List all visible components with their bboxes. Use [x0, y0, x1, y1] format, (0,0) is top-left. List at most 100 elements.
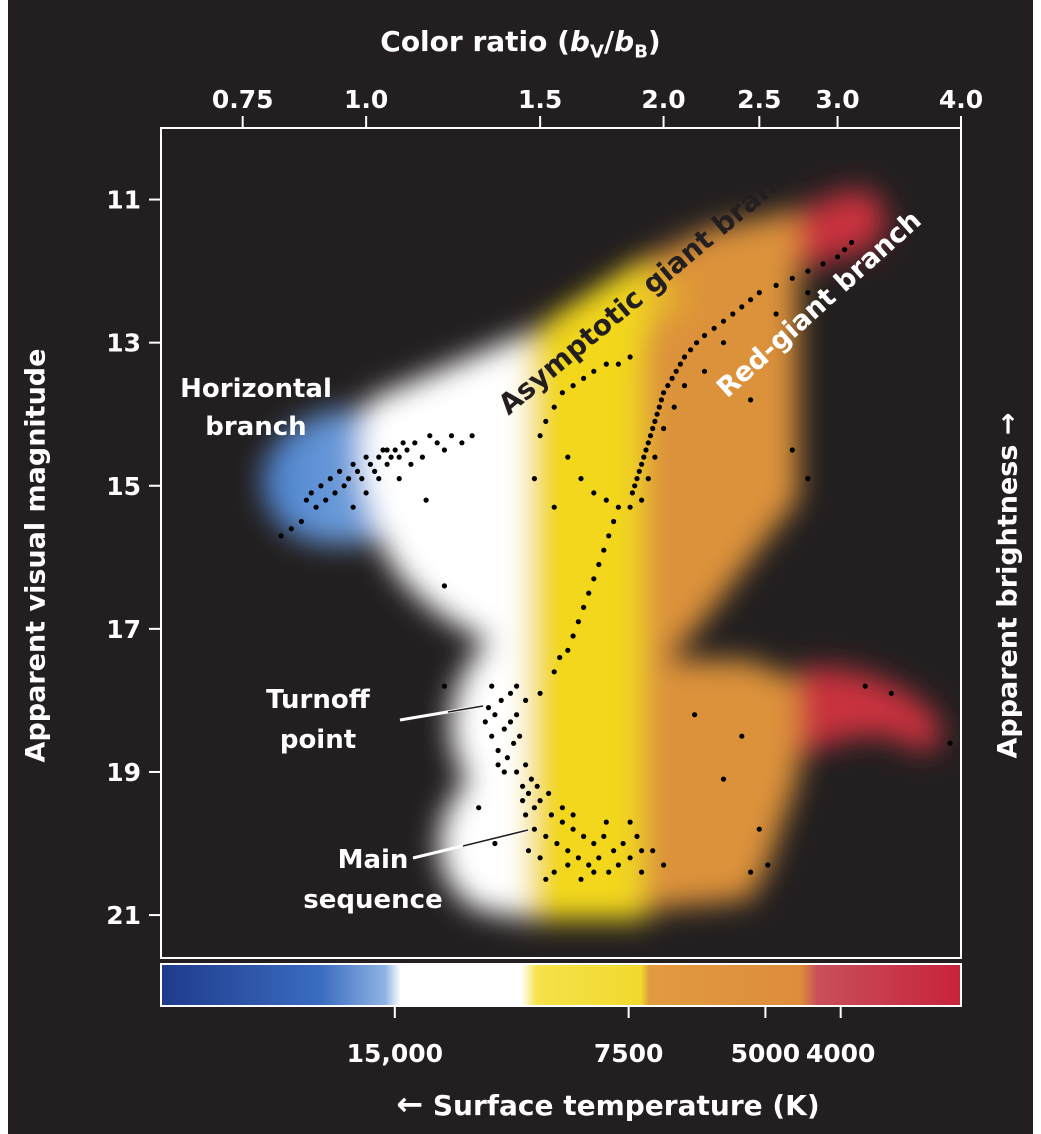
star-dot — [570, 633, 576, 639]
left-axis-ticks: 11 13 15 17 19 21 — [106, 186, 161, 930]
star-dot — [661, 390, 667, 396]
top-tick-label: 1.0 — [344, 85, 388, 114]
star-dot — [495, 762, 501, 768]
star-dot — [551, 404, 557, 410]
bottom-axis-title: ← Surface temperature (K) — [396, 1085, 820, 1123]
bottom-tick-label: 5000 — [731, 1039, 801, 1068]
star-dots — [278, 239, 953, 882]
star-dot — [557, 654, 563, 661]
star-dot — [739, 733, 745, 739]
star-dot — [507, 719, 514, 725]
star-dot — [313, 504, 319, 510]
star-dot — [603, 819, 609, 825]
star-dot — [537, 855, 543, 861]
star-dot — [448, 433, 455, 439]
star-dot — [396, 454, 402, 460]
star-dot — [661, 425, 667, 432]
star-dot — [639, 497, 645, 503]
star-dot — [739, 304, 745, 310]
star-dot — [611, 848, 617, 854]
star-dot — [565, 647, 571, 653]
star-dot — [671, 404, 677, 410]
star-dot — [346, 476, 352, 482]
star-dot — [528, 776, 535, 782]
star-dot — [570, 826, 576, 832]
star-dot — [820, 261, 826, 267]
left-tick-label: 17 — [106, 615, 141, 644]
star-dot — [581, 604, 587, 611]
color-regions — [261, 189, 941, 920]
star-dot — [546, 790, 552, 797]
star-dot — [629, 490, 636, 496]
star-dot — [404, 447, 410, 453]
star-dot — [658, 397, 665, 403]
star-dot — [720, 340, 727, 346]
star-dot — [565, 848, 571, 854]
star-dot — [748, 397, 754, 403]
star-dot — [412, 440, 418, 446]
star-dot — [565, 454, 571, 460]
top-tick-label: 2.0 — [641, 85, 685, 114]
star-dot — [520, 798, 526, 804]
star-dot — [720, 776, 727, 782]
star-dot — [537, 690, 543, 696]
star-dot — [634, 476, 640, 482]
star-dot — [591, 840, 597, 847]
star-dot — [632, 483, 638, 489]
bottom-tick-label: 4000 — [806, 1039, 876, 1068]
horizontal-branch-label: Horizontal branch — [180, 374, 332, 442]
star-dot — [520, 783, 526, 789]
star-dot — [586, 862, 592, 868]
star-dot — [441, 583, 447, 589]
star-dot — [720, 318, 727, 324]
left-tick-label: 15 — [106, 472, 141, 501]
left-tick-label: 19 — [106, 758, 141, 787]
star-dot — [650, 425, 656, 432]
star-dot — [354, 468, 361, 474]
star-dot — [639, 461, 645, 467]
star-dot — [643, 447, 649, 453]
top-axis-title: Color ratio (bV/bB) — [380, 25, 661, 63]
star-dot — [543, 418, 549, 424]
right-axis-label: Apparent brightness → — [992, 412, 1024, 759]
star-dot — [575, 619, 582, 625]
star-dot — [551, 869, 557, 875]
star-dot — [554, 840, 560, 847]
star-dot — [363, 454, 369, 460]
star-dot — [492, 712, 498, 718]
star-dot — [669, 375, 675, 381]
star-dot — [372, 468, 378, 474]
star-dot — [591, 490, 597, 496]
star-dot — [419, 454, 425, 460]
orange-region — [643, 210, 798, 910]
star-dot — [947, 740, 953, 746]
star-dot — [849, 239, 855, 246]
star-dot — [514, 769, 520, 775]
star-dot — [578, 476, 584, 482]
asymptotic-branch-overlay — [548, 260, 688, 360]
star-dot — [627, 504, 633, 510]
star-dot — [701, 332, 708, 339]
star-dot — [789, 275, 795, 281]
star-dot — [537, 433, 543, 439]
star-dot — [615, 862, 622, 868]
star-dot — [441, 447, 447, 453]
star-dot — [591, 869, 597, 875]
star-dot — [507, 690, 514, 696]
star-dot — [525, 848, 532, 854]
star-dot — [627, 855, 633, 861]
star-dot — [694, 340, 700, 346]
star-dot — [534, 783, 540, 789]
star-dot — [773, 282, 779, 288]
star-dot — [396, 476, 402, 482]
star-dot — [578, 876, 584, 882]
star-dot — [730, 311, 736, 317]
star-dot — [559, 805, 566, 811]
star-dot — [303, 497, 309, 503]
star-dot — [603, 361, 609, 367]
star-dot — [559, 819, 566, 825]
star-dot — [495, 747, 501, 754]
star-dot — [641, 454, 647, 460]
star-dot — [308, 490, 314, 496]
star-dot — [656, 404, 662, 410]
